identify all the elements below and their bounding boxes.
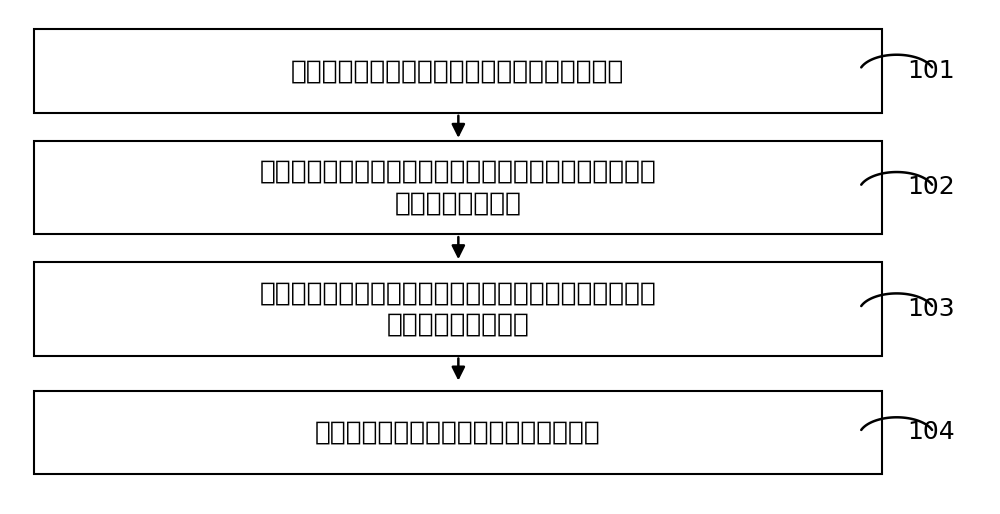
- FancyBboxPatch shape: [34, 29, 882, 113]
- Text: 启动与膜片相连的电磁阀，以排出膜片内的空气: 启动与膜片相连的电磁阀，以排出膜片内的空气: [291, 58, 625, 84]
- Text: 各个时刻的压力值: 各个时刻的压力值: [394, 190, 521, 216]
- Text: 根据压力值变化趋势，确定膜片是否破裂: 根据压力值变化趋势，确定膜片是否破裂: [315, 420, 601, 446]
- FancyBboxPatch shape: [34, 141, 882, 234]
- Text: 104: 104: [908, 420, 955, 445]
- FancyBboxPatch shape: [34, 262, 882, 356]
- Text: 在隔膜式压缩机工作过程中，获取与膜片相连的引压管内: 在隔膜式压缩机工作过程中，获取与膜片相连的引压管内: [259, 159, 656, 185]
- Text: 101: 101: [908, 59, 955, 83]
- Text: 102: 102: [908, 175, 955, 199]
- Text: 103: 103: [908, 297, 955, 321]
- Text: 内的压力值变化趋势: 内的压力值变化趋势: [386, 311, 529, 338]
- Text: 根据引压管内各个时刻的压力值，确定膜片在第一时间段: 根据引压管内各个时刻的压力值，确定膜片在第一时间段: [259, 280, 656, 306]
- FancyBboxPatch shape: [34, 391, 882, 474]
